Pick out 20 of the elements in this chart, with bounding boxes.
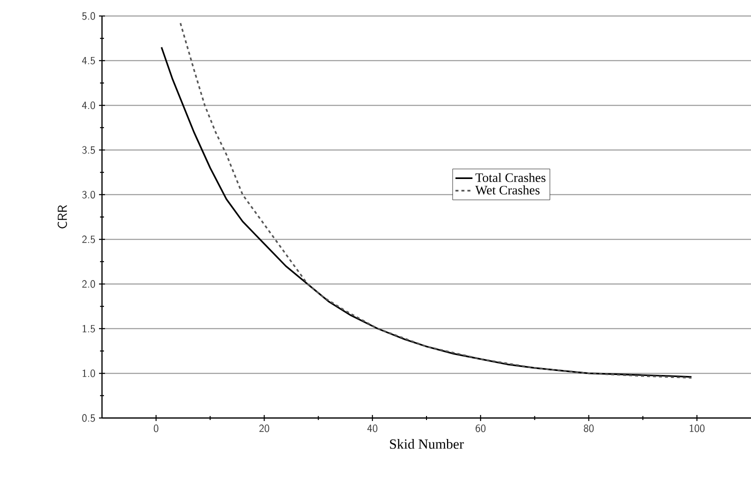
y-tick-label: 1.5 [82,324,95,332]
legend-label: Total Crashes [475,172,546,182]
x-tick-label: 100 [690,424,705,432]
x-tick-label: 80 [584,424,594,432]
y-tick-label: 2.5 [82,236,95,244]
y-tick-label: 5.0 [82,12,96,20]
y-axis-title: CRR [58,205,67,228]
y-tick-label: 0.5 [82,414,95,422]
y-tick-label: 2.0 [82,280,96,288]
y-tick-label: 3.5 [82,146,95,154]
x-tick-label: 60 [476,424,486,432]
y-tick-label: 4.0 [82,102,96,110]
x-tick-label: 0 [154,424,158,432]
y-tick-label: 4.5 [82,56,95,64]
x-tick-label: 20 [259,424,270,432]
y-tick-label: 1.0 [82,370,96,378]
x-axis-title: Skid Number [390,438,464,449]
y-tick-label: 3.0 [82,190,96,198]
x-tick-label: 40 [367,424,378,432]
legend-label: Wet Crashes [475,185,540,195]
